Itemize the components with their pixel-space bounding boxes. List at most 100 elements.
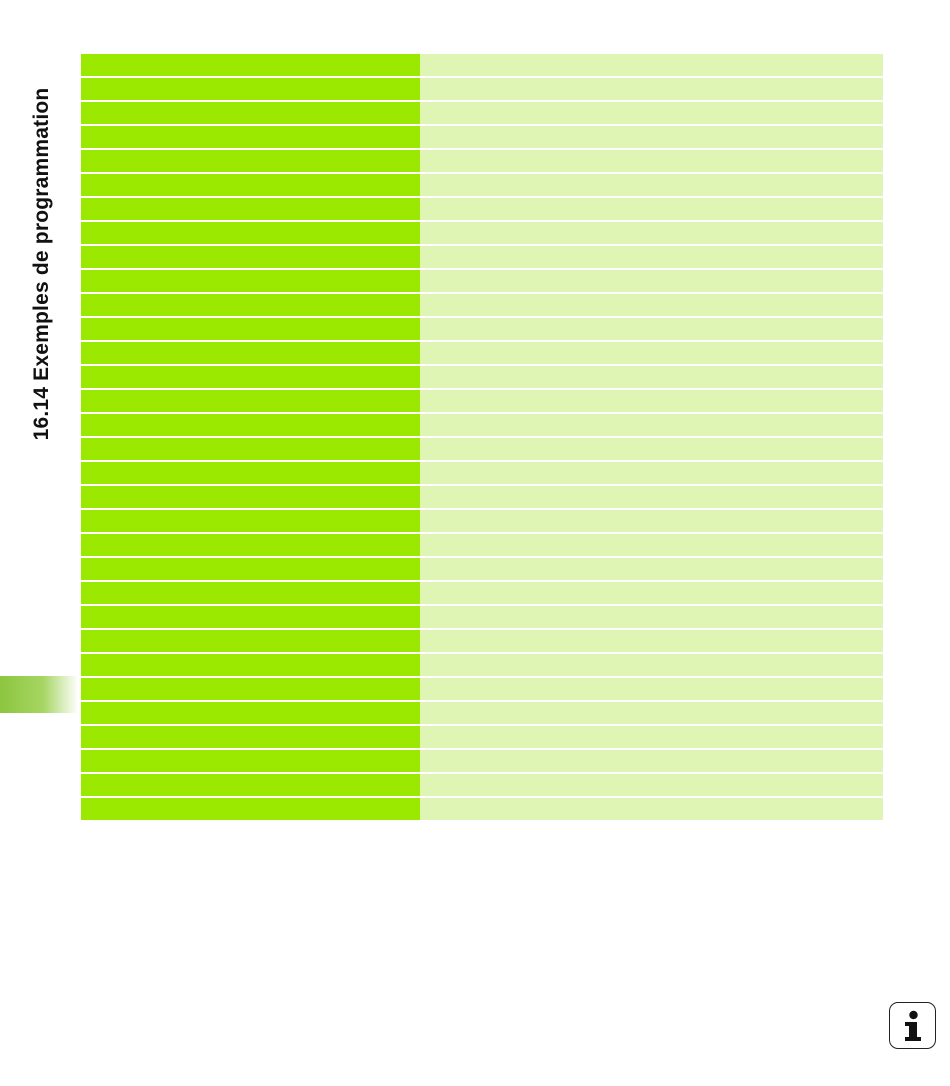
table-row [81,510,883,532]
table-cell-block [81,630,420,652]
table-row [81,774,883,796]
table-row [81,342,883,364]
chapter-tab-marker [0,676,78,713]
table-row [81,654,883,676]
info-glyph [904,1010,921,1041]
table-cell-comment [420,726,883,748]
table-cell-block [81,294,420,316]
table-row [81,54,883,76]
table-row [81,198,883,220]
table-row [81,246,883,268]
table-cell-comment [420,606,883,628]
table-row [81,318,883,340]
table-cell-block [81,150,420,172]
table-cell-block [81,366,420,388]
table-row [81,750,883,772]
table-cell-comment [420,390,883,412]
table-cell-comment [420,54,883,76]
table-cell-comment [420,774,883,796]
table-cell-block [81,534,420,556]
program-table [81,54,883,820]
table-cell-comment [420,318,883,340]
table-cell-comment [420,486,883,508]
table-row [81,366,883,388]
table-cell-block [81,222,420,244]
table-row [81,606,883,628]
table-row [81,390,883,412]
table-cell-comment [420,342,883,364]
table-cell-comment [420,558,883,580]
table-row [81,222,883,244]
table-row [81,534,883,556]
table-row [81,174,883,196]
table-row [81,462,883,484]
table-row [81,558,883,580]
table-cell-block [81,54,420,76]
table-cell-comment [420,702,883,724]
table-cell-block [81,438,420,460]
table-row [81,414,883,436]
table-cell-block [81,726,420,748]
table-cell-block [81,678,420,700]
table-cell-comment [420,798,883,820]
section-title: 16.14 Exemples de programmation [30,87,53,441]
table-cell-comment [420,126,883,148]
table-row [81,102,883,124]
table-row [81,150,883,172]
table-cell-block [81,198,420,220]
table-row [81,294,883,316]
table-row [81,630,883,652]
table-row [81,270,883,292]
table-cell-comment [420,270,883,292]
table-row [81,486,883,508]
table-cell-comment [420,438,883,460]
table-cell-block [81,606,420,628]
table-cell-block [81,126,420,148]
table-cell-block [81,702,420,724]
table-row [81,78,883,100]
table-cell-block [81,510,420,532]
table-cell-block [81,462,420,484]
table-cell-comment [420,150,883,172]
table-cell-comment [420,174,883,196]
table-cell-block [81,582,420,604]
table-cell-comment [420,102,883,124]
table-cell-comment [420,534,883,556]
table-cell-block [81,342,420,364]
table-cell-block [81,102,420,124]
table-cell-block [81,774,420,796]
table-cell-block [81,270,420,292]
table-cell-comment [420,678,883,700]
table-cell-comment [420,510,883,532]
table-cell-comment [420,246,883,268]
table-cell-comment [420,654,883,676]
table-cell-block [81,318,420,340]
info-icon [889,1002,936,1049]
table-cell-block [81,390,420,412]
table-row [81,702,883,724]
table-cell-comment [420,366,883,388]
table-cell-comment [420,198,883,220]
table-cell-block [81,174,420,196]
table-cell-comment [420,630,883,652]
table-cell-block [81,78,420,100]
table-cell-block [81,750,420,772]
table-cell-block [81,246,420,268]
table-cell-comment [420,222,883,244]
table-cell-comment [420,294,883,316]
table-row [81,582,883,604]
table-cell-comment [420,750,883,772]
table-cell-comment [420,414,883,436]
table-cell-comment [420,78,883,100]
table-cell-block [81,798,420,820]
table-cell-block [81,414,420,436]
table-cell-comment [420,462,883,484]
table-cell-block [81,486,420,508]
table-cell-comment [420,582,883,604]
table-row [81,438,883,460]
table-row [81,798,883,820]
table-cell-block [81,654,420,676]
table-row [81,126,883,148]
table-cell-block [81,558,420,580]
table-row [81,726,883,748]
